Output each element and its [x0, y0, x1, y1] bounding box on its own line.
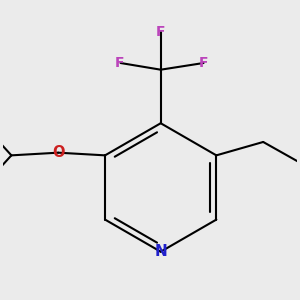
Text: F: F	[199, 56, 208, 70]
Text: F: F	[115, 56, 124, 70]
Text: O: O	[52, 145, 64, 160]
Text: N: N	[154, 244, 167, 259]
Text: F: F	[156, 25, 166, 39]
